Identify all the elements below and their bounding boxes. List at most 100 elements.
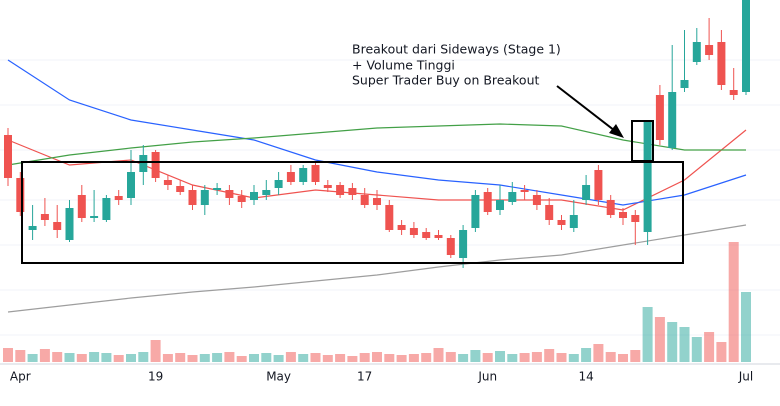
candle-body <box>532 195 541 205</box>
volume-bar <box>347 356 358 362</box>
volume-bar <box>187 355 198 362</box>
candle-body <box>250 192 258 200</box>
candle-body <box>717 42 726 85</box>
volume-bar <box>667 322 678 362</box>
sideways-box <box>21 161 684 264</box>
candle-body <box>90 216 99 218</box>
volume-bar <box>618 354 628 362</box>
volume-bar <box>741 292 751 362</box>
volume-bar <box>162 354 173 362</box>
volume-bar <box>52 352 63 362</box>
volume-bar <box>408 354 419 362</box>
candle-body <box>213 188 222 190</box>
candle-body <box>729 90 738 95</box>
candle-body <box>422 232 431 238</box>
x-tick-label: May <box>266 370 291 384</box>
candle-body <box>127 172 135 198</box>
volume-bar <box>593 344 604 362</box>
volume-bar <box>89 352 100 362</box>
volume-bar <box>273 355 284 362</box>
volume-bar <box>716 342 727 362</box>
candle-body <box>336 185 345 195</box>
volume-bar <box>507 354 518 362</box>
candle-body <box>188 190 197 205</box>
candle-body <box>631 215 640 222</box>
annotation: Breakout dari Sideways (Stage 1) <box>352 42 561 57</box>
candle-body <box>262 190 271 195</box>
x-tick-label: 14 <box>578 370 593 384</box>
candle-body <box>459 230 468 258</box>
candle-body <box>28 226 37 230</box>
x-tick-label: Jun <box>477 370 497 384</box>
breakout-box <box>631 120 654 162</box>
arrow <box>556 85 620 135</box>
volume-bar <box>199 354 210 362</box>
candle-body <box>200 190 209 205</box>
volume-bar <box>495 351 505 362</box>
candle-body <box>606 200 615 215</box>
candle-body <box>163 180 172 185</box>
volume-bar <box>581 348 592 362</box>
volume-bar <box>728 242 739 362</box>
volume-bar <box>396 355 407 362</box>
volume-bar <box>113 355 124 362</box>
candle-body <box>225 190 234 198</box>
candle-body <box>16 178 25 212</box>
volume-bar <box>212 353 223 362</box>
volume-bar <box>27 354 38 362</box>
candle-body <box>385 205 394 230</box>
candle-body <box>742 0 750 92</box>
volume-bar <box>691 337 702 362</box>
volume-bar <box>470 350 481 362</box>
volume-bar <box>556 353 567 362</box>
candle-body <box>655 95 664 140</box>
candle-body <box>77 195 86 218</box>
candle-body <box>360 195 369 205</box>
candle-body <box>397 225 406 230</box>
volume-bar <box>384 354 395 362</box>
candle-body <box>557 220 566 225</box>
candle-body <box>299 168 308 182</box>
candle-body <box>483 192 492 212</box>
volume-bar <box>175 353 186 362</box>
volume-bar <box>482 353 493 362</box>
candle-body <box>705 45 714 55</box>
volume-bar <box>704 332 715 362</box>
moving-average <box>7 123 746 166</box>
volume-bar <box>544 349 555 362</box>
candle-body <box>594 170 603 200</box>
volume-bar <box>372 352 382 362</box>
volume-bar <box>568 354 579 362</box>
annotation: + Volume Tinggi <box>352 58 455 73</box>
moving-average <box>7 59 747 206</box>
volume-bar <box>519 353 530 362</box>
arrow-head <box>609 124 624 138</box>
volume-bar <box>298 354 309 362</box>
candle-body <box>643 122 652 232</box>
candle-body <box>53 222 62 230</box>
volume-bar <box>64 353 75 362</box>
candle-body <box>4 135 12 178</box>
candle-body <box>508 192 517 202</box>
volume-bar <box>421 353 432 362</box>
volume-bar <box>433 348 444 362</box>
volume-bar <box>654 317 665 362</box>
x-tick-label: Apr <box>10 370 31 384</box>
volume-bar <box>101 353 112 362</box>
candle-body <box>409 228 418 235</box>
candle-body <box>151 152 160 178</box>
volume-bar <box>150 340 161 362</box>
volume-bar <box>359 353 370 362</box>
volume-bar <box>458 354 469 362</box>
volume-bar <box>310 353 321 362</box>
volume-bar <box>138 352 149 362</box>
candle-body <box>692 42 701 62</box>
candle-body <box>545 205 554 220</box>
volume-bar <box>605 352 616 362</box>
candle-body <box>274 180 283 188</box>
volume-bar <box>126 354 136 362</box>
volume-bar <box>445 352 456 362</box>
candle-body <box>520 190 529 192</box>
candle-body <box>176 186 185 192</box>
volume-bar <box>249 354 259 362</box>
